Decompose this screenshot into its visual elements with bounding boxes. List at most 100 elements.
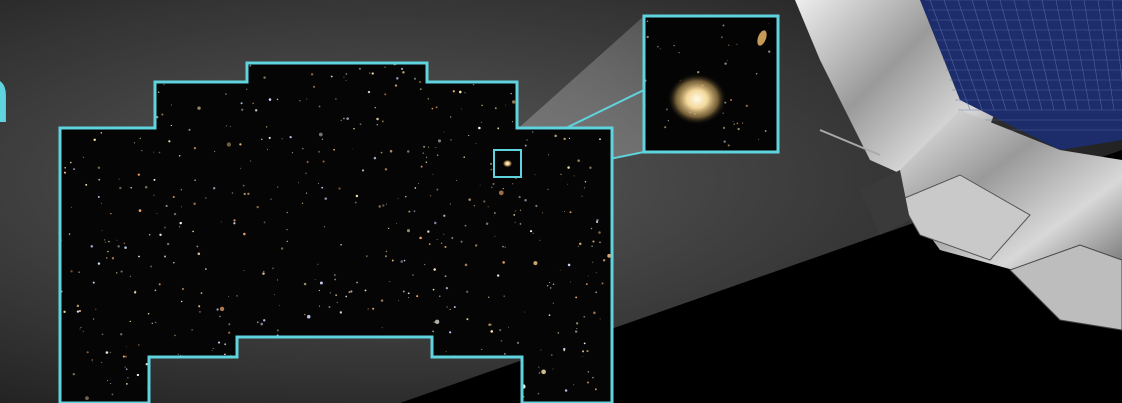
star	[437, 139, 442, 143]
star	[291, 152, 293, 154]
star	[302, 147, 304, 150]
star	[98, 178, 101, 181]
star	[256, 321, 259, 324]
star	[330, 75, 333, 78]
star	[321, 186, 324, 189]
star	[129, 275, 131, 277]
satellite	[795, 0, 1122, 331]
star	[560, 173, 562, 175]
star	[123, 242, 126, 245]
star	[70, 270, 73, 273]
star	[590, 227, 593, 230]
star	[345, 79, 347, 82]
star	[177, 353, 179, 355]
star	[97, 166, 101, 169]
star	[768, 23, 770, 25]
star	[254, 109, 258, 112]
star	[156, 213, 158, 215]
star	[500, 340, 503, 342]
star	[147, 312, 150, 315]
star	[386, 203, 388, 205]
star	[181, 287, 185, 291]
star	[487, 296, 490, 299]
star	[205, 197, 207, 199]
star	[472, 83, 475, 86]
star	[573, 175, 575, 177]
star	[228, 323, 231, 326]
star	[91, 361, 93, 363]
star	[80, 326, 82, 328]
star	[408, 210, 411, 213]
star	[503, 352, 506, 355]
star	[343, 117, 345, 120]
star	[266, 148, 269, 150]
star	[216, 308, 219, 311]
star	[163, 83, 165, 86]
star	[667, 120, 669, 122]
star	[153, 151, 155, 153]
star	[513, 214, 516, 216]
star	[502, 245, 504, 248]
star	[425, 156, 428, 158]
star	[306, 314, 311, 319]
star	[226, 142, 231, 147]
star	[125, 382, 128, 385]
star	[433, 321, 436, 324]
star	[741, 122, 744, 124]
star	[473, 204, 476, 207]
star	[277, 186, 279, 188]
star	[475, 142, 477, 145]
star	[514, 210, 516, 212]
star	[111, 393, 114, 396]
star	[225, 93, 227, 95]
star	[666, 109, 668, 111]
star	[196, 245, 199, 248]
star	[181, 206, 183, 208]
star	[406, 229, 410, 233]
star	[502, 188, 504, 190]
star	[502, 261, 505, 264]
star	[261, 138, 263, 141]
star	[549, 287, 552, 289]
star	[262, 272, 265, 275]
star	[673, 44, 675, 47]
star	[136, 373, 140, 377]
star	[428, 243, 431, 245]
star	[418, 183, 420, 184]
star	[180, 300, 183, 303]
star	[389, 281, 391, 283]
star	[82, 330, 85, 333]
star	[400, 260, 404, 263]
star	[286, 240, 288, 242]
star	[768, 50, 771, 53]
star	[594, 388, 597, 391]
star	[211, 349, 213, 351]
star	[324, 197, 328, 200]
star	[318, 132, 323, 137]
star	[419, 88, 422, 91]
star	[219, 306, 225, 312]
star	[277, 279, 278, 281]
star	[428, 146, 430, 148]
star	[321, 138, 324, 140]
star	[516, 341, 520, 344]
star	[93, 318, 95, 320]
star	[250, 160, 252, 162]
star	[511, 121, 514, 123]
star	[137, 173, 140, 176]
star	[139, 137, 141, 139]
star	[492, 182, 495, 186]
star	[124, 366, 126, 368]
star	[599, 241, 601, 244]
star	[540, 349, 542, 351]
star	[263, 319, 266, 322]
star	[268, 136, 271, 139]
star	[384, 255, 387, 258]
star	[352, 148, 354, 150]
star	[494, 235, 496, 237]
star	[381, 327, 383, 329]
star	[480, 122, 482, 124]
star	[199, 311, 201, 313]
star	[219, 315, 221, 318]
